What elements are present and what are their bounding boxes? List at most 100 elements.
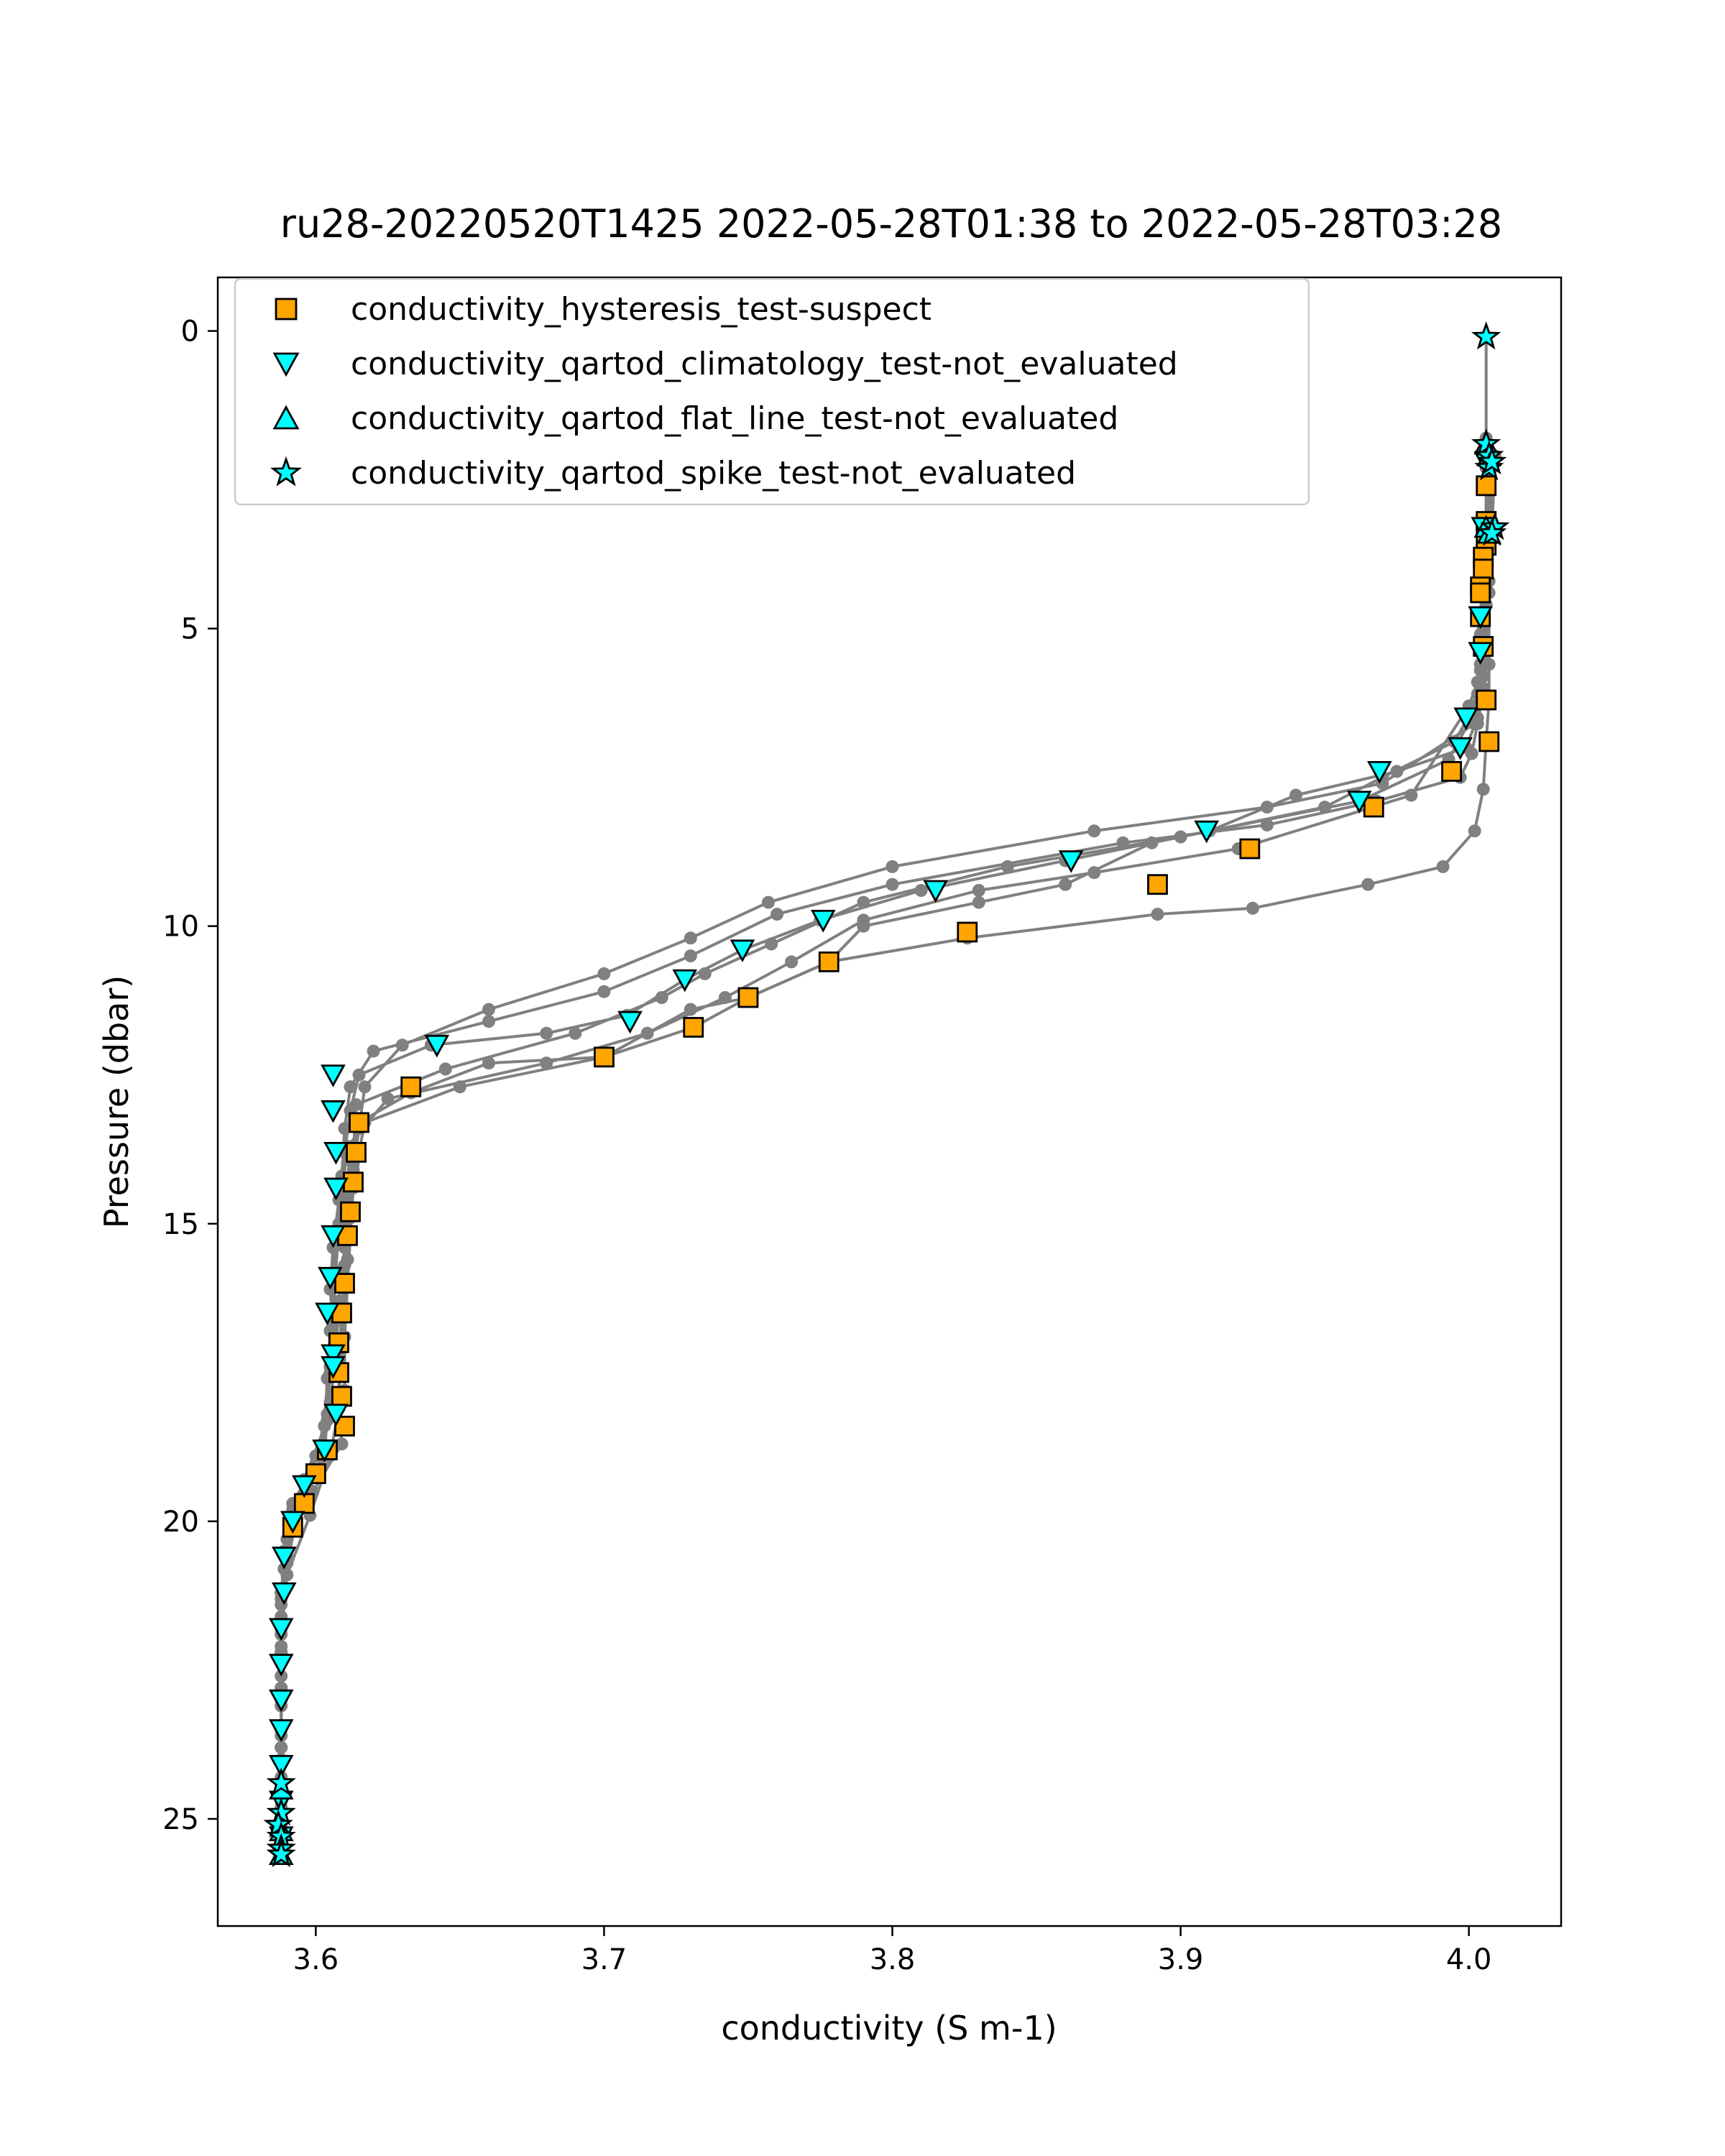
y-tick-label: 20 bbox=[162, 1506, 199, 1539]
marker-star bbox=[1477, 446, 1507, 475]
x-tick-label: 3.8 bbox=[870, 1943, 916, 1976]
profile-point bbox=[344, 1080, 357, 1094]
legend: conductivity_hysteresis_test-suspectcond… bbox=[234, 277, 1310, 506]
y-tick-label: 15 bbox=[162, 1208, 199, 1241]
marker-square bbox=[331, 1386, 352, 1407]
profile-point bbox=[762, 895, 775, 909]
marker-square bbox=[818, 951, 840, 972]
plot-frame bbox=[216, 276, 1563, 1927]
marker-triangle_down bbox=[730, 939, 755, 963]
marker-square bbox=[683, 1017, 704, 1038]
legend-label: conductivity_qartod_spike_test-not_evalu… bbox=[351, 455, 1076, 492]
marker-square bbox=[594, 1046, 615, 1068]
marker-square bbox=[334, 1273, 355, 1294]
marker-triangle_down bbox=[1453, 707, 1478, 731]
marker-star bbox=[266, 1767, 296, 1796]
marker-triangle_down bbox=[323, 1404, 349, 1427]
marker-triangle_down bbox=[1058, 850, 1084, 873]
x-axis: 3.6 3.7 3.8 3.9 4.0 bbox=[293, 1926, 1491, 1976]
marker-star bbox=[1471, 321, 1501, 350]
marker-triangle_down bbox=[1468, 642, 1494, 665]
profile-point bbox=[1476, 783, 1490, 796]
marker-square bbox=[957, 921, 978, 943]
profile-point bbox=[886, 860, 899, 873]
profile-point bbox=[1151, 908, 1164, 921]
legend-label: conductivity_hysteresis_test-suspect bbox=[351, 291, 932, 328]
profile-point bbox=[275, 1741, 288, 1754]
profile-point bbox=[684, 949, 697, 963]
profile-point bbox=[770, 908, 784, 921]
profile-point bbox=[321, 1414, 334, 1427]
marker-square bbox=[331, 1302, 352, 1324]
y-axis-label: Pressure (dbar) bbox=[97, 975, 136, 1228]
marker-square bbox=[737, 987, 759, 1008]
marker-square bbox=[1476, 475, 1497, 497]
profile-point bbox=[453, 1080, 466, 1094]
profile-point bbox=[655, 991, 668, 1005]
profile-point bbox=[886, 877, 899, 891]
profile-point bbox=[1482, 658, 1496, 671]
profile-point bbox=[1260, 801, 1274, 814]
profile-point bbox=[569, 1026, 582, 1040]
profile-point bbox=[482, 1015, 495, 1028]
profile-point bbox=[972, 895, 985, 909]
marker-triangle_down bbox=[1346, 791, 1372, 814]
marker-square bbox=[346, 1141, 367, 1163]
marker-triangle_down bbox=[617, 1010, 643, 1034]
marker-triangle_down bbox=[1367, 760, 1392, 784]
marker-square bbox=[343, 1171, 364, 1193]
profile-point bbox=[482, 1056, 495, 1070]
marker-triangle_down bbox=[1468, 606, 1494, 630]
profile-point bbox=[1318, 801, 1332, 814]
profile-point bbox=[684, 931, 697, 945]
markers-layer bbox=[263, 321, 1510, 1868]
chart-title: ru28-20220520T1425 2022-05-28T01:38 to 2… bbox=[280, 201, 1502, 247]
marker-triangle_down bbox=[268, 1689, 294, 1713]
profile-point bbox=[482, 1003, 495, 1016]
marker-triangle_down bbox=[318, 1266, 343, 1290]
profile-point bbox=[698, 967, 712, 980]
profile-point bbox=[857, 919, 870, 933]
marker-square bbox=[1363, 796, 1384, 818]
marker-square bbox=[400, 1076, 422, 1097]
legend-label: conductivity_qartod_flat_line_test-not_e… bbox=[351, 400, 1118, 437]
y-tick-label: 25 bbox=[162, 1803, 199, 1836]
profile-point bbox=[597, 985, 611, 998]
marker-triangle_down bbox=[268, 1654, 294, 1677]
y-axis: 0 5 10 15 20 25 bbox=[162, 315, 218, 1836]
marker-triangle_down bbox=[321, 1356, 346, 1379]
profile-point bbox=[395, 1038, 409, 1052]
profile-point bbox=[438, 1062, 452, 1076]
profile-point bbox=[1404, 788, 1418, 802]
marker-square bbox=[1441, 760, 1462, 782]
marker-triangle_down bbox=[1448, 737, 1473, 760]
marker-triangle_down bbox=[271, 1547, 297, 1570]
profile-point bbox=[1260, 818, 1274, 831]
profile-point bbox=[358, 1080, 372, 1094]
marker-triangle_down bbox=[271, 1582, 297, 1606]
x-tick-label: 3.7 bbox=[581, 1943, 627, 1976]
profile-point bbox=[1361, 877, 1375, 891]
profile-point bbox=[1289, 788, 1302, 802]
marker-square bbox=[1478, 731, 1500, 752]
profile-point bbox=[1087, 824, 1101, 838]
profile-point bbox=[1468, 824, 1481, 838]
profile-point bbox=[785, 955, 799, 969]
profile-point bbox=[597, 967, 611, 980]
marker-triangle_down bbox=[672, 969, 698, 992]
x-tick-label: 3.9 bbox=[1158, 1943, 1204, 1976]
marker-triangle_down bbox=[268, 1618, 294, 1641]
marker-star bbox=[266, 1838, 296, 1868]
marker-triangle_down bbox=[323, 1177, 349, 1201]
marker-square bbox=[1147, 874, 1168, 895]
profile-point bbox=[1059, 877, 1072, 891]
marker-square bbox=[1476, 689, 1497, 711]
marker-triangle_down bbox=[321, 1064, 346, 1087]
marker-triangle_down bbox=[321, 1100, 346, 1123]
marker-triangle_down bbox=[268, 1719, 294, 1742]
legend-marker bbox=[272, 352, 300, 377]
marker-square bbox=[340, 1201, 361, 1222]
profile-point bbox=[1436, 860, 1450, 873]
marker-square bbox=[1470, 582, 1491, 604]
legend-label: conductivity_qartod_climatology_test-not… bbox=[351, 346, 1178, 382]
